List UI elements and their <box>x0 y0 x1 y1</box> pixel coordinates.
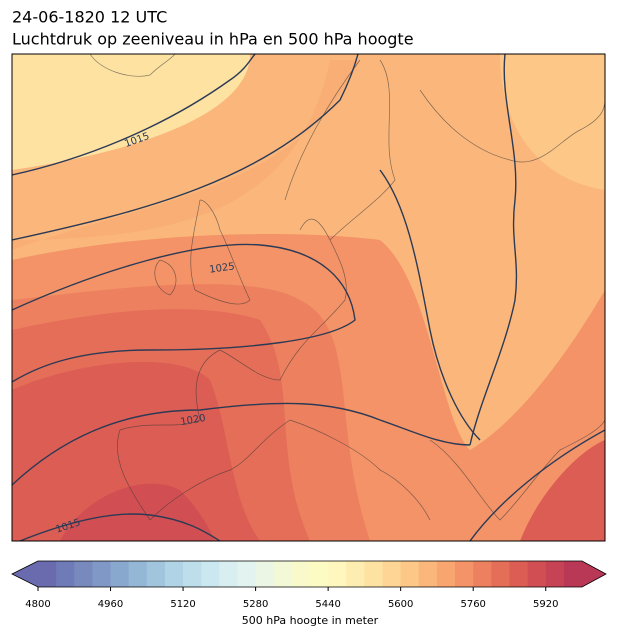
map-band <box>12 361 260 541</box>
colorbar-segment <box>382 561 402 587</box>
colorbar-tick-label: 4800 <box>25 599 50 610</box>
colorbar-segment <box>509 561 529 587</box>
isobar <box>19 513 221 541</box>
colorbar-segment <box>491 561 510 587</box>
colorbar-segment <box>201 561 220 587</box>
colorbar-segment <box>436 561 456 587</box>
isobar <box>12 243 356 383</box>
colorbar-extend-low <box>12 561 38 587</box>
colorbar-segment <box>310 561 329 587</box>
colorbar-segment <box>237 561 257 587</box>
colorbar-segment <box>291 561 311 587</box>
colorbar-segment <box>328 561 347 587</box>
colorbar-segment <box>364 561 384 587</box>
isobar <box>379 169 481 441</box>
colorbar-segment <box>219 561 238 587</box>
colorbar-tick-label: 5920 <box>533 599 558 610</box>
colorbar-segment <box>400 561 420 587</box>
colorbar-segment <box>455 561 474 587</box>
colorbar-segment <box>92 561 112 587</box>
title-line2: Luchtdruk op zeeniveau in hPa en 500 hPa… <box>12 30 414 49</box>
colorbar-segment <box>527 561 547 587</box>
colorbar-segment <box>110 561 130 587</box>
colorbar: 4800 4960 5120 5280 5440 5600 5760 5920 <box>11 560 607 610</box>
isobar <box>12 54 359 241</box>
map-band <box>12 60 360 250</box>
colorbar-tick-label: 5760 <box>460 599 485 610</box>
colorbar-segment <box>164 561 184 587</box>
map-band <box>520 440 605 541</box>
colorbar-tick-label: 4960 <box>98 599 123 610</box>
colorbar-tick-label: 5120 <box>170 599 195 610</box>
colorbar-tick-label: 5600 <box>388 599 413 610</box>
colorbar-tick-label: 5280 <box>243 599 268 610</box>
title-line1: 24-06-1820 12 UTC <box>12 8 167 27</box>
colorbar-segment <box>563 561 583 587</box>
contour-label: 1020 <box>180 413 207 428</box>
colorbar-segment <box>346 561 365 587</box>
colorbar-segment <box>74 561 93 587</box>
isobar <box>469 54 518 446</box>
contour-label: 1025 <box>209 261 236 275</box>
colorbar-label: 500 hPa hoogte in meter <box>242 614 379 627</box>
isobar <box>469 429 605 541</box>
map-frame <box>11 53 606 542</box>
colorbar-segment <box>545 561 565 587</box>
colorbar-segment <box>146 561 166 587</box>
colorbar-tick-label: 5440 <box>315 599 340 610</box>
colorbar-segment <box>38 561 57 587</box>
map: 1015 1025 1020 1015 <box>12 54 605 541</box>
isobar <box>12 54 256 176</box>
colorbar-outline <box>11 560 607 588</box>
colorbar-segment <box>128 561 148 587</box>
isobar <box>12 402 471 486</box>
map-band <box>500 54 605 190</box>
colorbar-segment <box>273 561 293 587</box>
colorbar-segment <box>56 561 75 587</box>
colorbar-extend-high <box>582 561 606 587</box>
colorbar-segment <box>183 561 202 587</box>
colorbar-segment <box>473 561 492 587</box>
colorbar-segment <box>418 561 438 587</box>
coastline <box>89 54 605 521</box>
map-band <box>12 54 250 170</box>
colorbar-segment <box>255 561 275 587</box>
